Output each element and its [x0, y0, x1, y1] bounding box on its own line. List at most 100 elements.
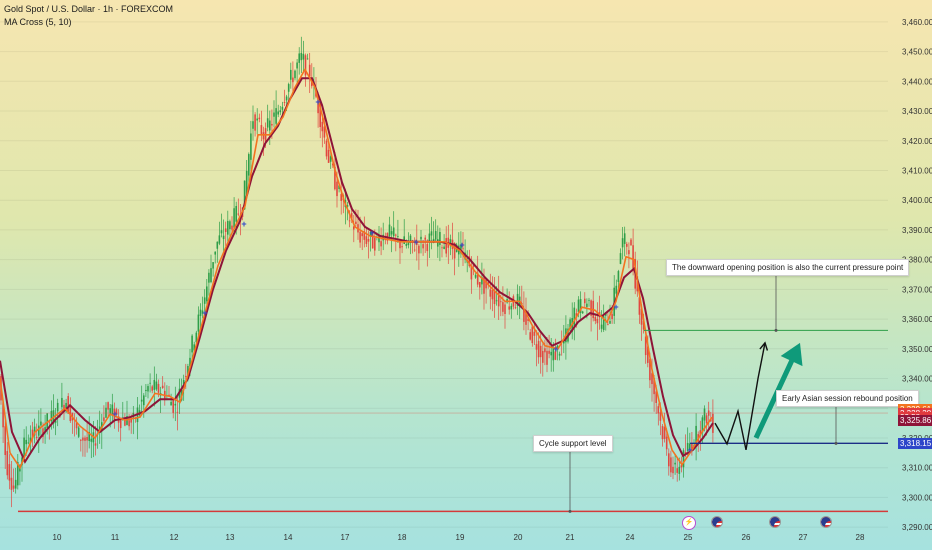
candle-body — [140, 399, 143, 402]
candle-body — [680, 465, 683, 468]
candle-body — [640, 308, 643, 325]
candle-body — [172, 400, 174, 413]
candle-body — [128, 420, 130, 427]
us-flag-icon[interactable] — [819, 516, 832, 528]
cross-marker: + — [369, 228, 374, 238]
candle-body — [340, 193, 342, 201]
candle-body — [275, 108, 277, 124]
candle-body — [199, 309, 202, 316]
candle-body — [187, 365, 189, 376]
candle-body — [514, 307, 517, 309]
candle-body — [382, 234, 384, 241]
candle-body — [535, 344, 538, 350]
cross-marker: + — [553, 344, 558, 354]
candle-body — [369, 231, 372, 237]
candle-body — [227, 220, 229, 235]
candle-body — [10, 477, 13, 490]
y-tick-label: 3,420.00 — [902, 137, 932, 146]
candle-body — [468, 256, 471, 267]
candle-body — [573, 307, 576, 327]
candle-body — [6, 451, 9, 476]
x-tick-label: 27 — [799, 533, 808, 542]
candle-body — [420, 236, 422, 240]
cross-marker: + — [202, 308, 207, 318]
candle-body — [258, 117, 261, 120]
candle-body — [365, 236, 368, 244]
candle-body — [487, 282, 489, 285]
candle-body — [329, 156, 332, 162]
candle-body — [397, 236, 399, 237]
candle-body — [50, 410, 53, 422]
pressure-callout: The downward opening position is also th… — [666, 259, 910, 276]
candle-body — [185, 376, 187, 377]
candle-body — [151, 386, 153, 391]
candle-body — [149, 382, 151, 384]
x-tick-label: 25 — [684, 533, 693, 542]
candle-body — [143, 395, 145, 406]
cross-marker: + — [613, 302, 618, 312]
candle-body — [600, 324, 603, 329]
candle-body — [542, 350, 544, 363]
candle-body — [445, 238, 447, 254]
candle-body — [533, 331, 536, 336]
candle-body — [481, 277, 483, 285]
candle-body — [216, 241, 219, 249]
indicator-label: MA Cross (5, 10) — [4, 17, 72, 27]
x-tick-label: 13 — [226, 533, 235, 542]
price-tag: 3,325.86 — [898, 415, 932, 427]
candle-body — [334, 166, 336, 190]
candle-body — [38, 425, 40, 436]
candle-body — [701, 417, 704, 433]
candle-body — [113, 408, 116, 422]
y-tick-label: 3,410.00 — [902, 166, 932, 175]
candle-body — [663, 426, 666, 439]
candle-body — [19, 466, 21, 472]
candle-body — [203, 297, 206, 304]
candle-body — [668, 453, 670, 467]
candle-body — [363, 231, 366, 240]
candle-body — [210, 268, 212, 283]
candle-body — [546, 350, 548, 365]
candle-body — [8, 464, 11, 481]
candle-body — [409, 235, 412, 243]
candle-body — [426, 243, 429, 252]
candle-body — [479, 281, 481, 288]
candle-body — [628, 250, 630, 255]
price-grid — [0, 21, 888, 528]
candle-body — [407, 241, 410, 246]
candle-body — [529, 332, 531, 340]
candle-body — [699, 430, 702, 437]
candle-body — [69, 404, 72, 422]
x-tick-label: 11 — [111, 533, 120, 542]
candle-body — [508, 306, 510, 310]
candle-body — [353, 226, 355, 230]
candle-body — [672, 466, 674, 474]
candle-body — [348, 220, 351, 222]
candle-body — [2, 402, 4, 428]
x-tick-label: 12 — [170, 533, 179, 542]
candle-body — [676, 468, 678, 473]
y-tick-label: 3,340.00 — [902, 375, 932, 384]
y-tick-label: 3,430.00 — [902, 107, 932, 116]
candle-body — [250, 133, 252, 160]
candle-body — [109, 408, 111, 415]
candle-body — [54, 420, 57, 423]
candle-body — [332, 163, 334, 166]
candle-body — [380, 241, 382, 247]
rebound-dot — [834, 441, 838, 445]
candle-body — [124, 420, 126, 426]
candle-body — [689, 443, 691, 451]
candle-body — [607, 323, 609, 325]
candle-body — [405, 243, 408, 246]
candle-body — [67, 396, 69, 414]
candle-body — [439, 231, 441, 245]
candle-body — [449, 239, 452, 245]
candle-body — [434, 231, 437, 240]
candle-body — [395, 234, 397, 236]
cross-marker: + — [112, 409, 117, 419]
us-flag-icon[interactable] — [711, 516, 723, 528]
lightning-icon[interactable]: ⚡ — [682, 516, 696, 530]
candle-body — [621, 238, 624, 248]
us-flag-icon[interactable] — [768, 516, 781, 528]
